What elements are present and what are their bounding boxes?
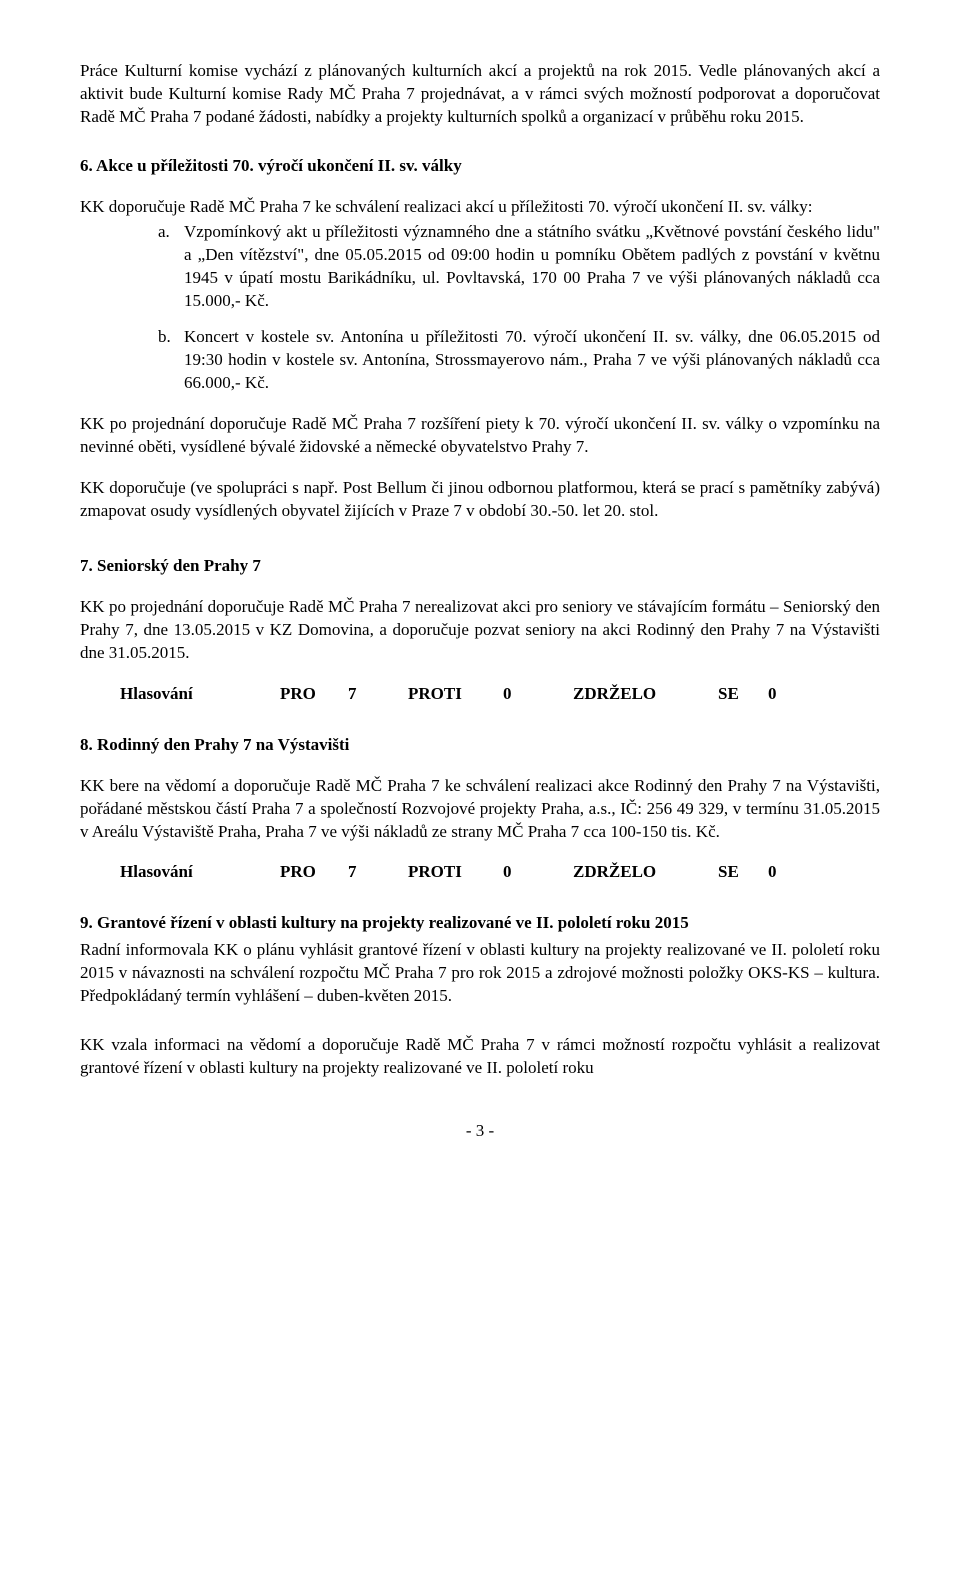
section-heading-8: 8. Rodinný den Prahy 7 na Výstavišti: [80, 734, 880, 757]
ordered-list: a.Vzpomínkový akt u příležitosti významn…: [80, 221, 880, 396]
list-marker: b.: [158, 326, 184, 395]
section-heading-7: 7. Seniorský den Prahy 7: [80, 555, 880, 578]
vote-pro-value: 7: [348, 683, 408, 706]
paragraph: KK doporučuje Radě MČ Praha 7 ke schvále…: [80, 196, 880, 219]
vote-pro-label: PRO: [280, 683, 348, 706]
vote-proti-value: 0: [503, 683, 573, 706]
vote-pro-label: PRO: [280, 861, 348, 884]
vote-proti-label: PROTI: [408, 683, 503, 706]
paragraph: KK vzala informaci na vědomí a doporučuj…: [80, 1034, 880, 1080]
vote-zdrzelo-label: ZDRŽELO: [573, 861, 718, 884]
vote-se-label: SE: [718, 861, 768, 884]
list-text: Koncert v kostele sv. Antonína u příleži…: [184, 326, 880, 395]
vote-zdrzelo-label: ZDRŽELO: [573, 683, 718, 706]
paragraph: KK doporučuje (ve spolupráci s např. Pos…: [80, 477, 880, 523]
paragraph: Práce Kulturní komise vychází z plánovan…: [80, 60, 880, 129]
page-number: - 3 -: [80, 1120, 880, 1143]
list-text: Vzpomínkový akt u příležitosti významnéh…: [184, 221, 880, 313]
paragraph: KK po projednání doporučuje Radě MČ Prah…: [80, 413, 880, 459]
section-heading-9: 9. Grantové řízení v oblasti kultury na …: [80, 912, 880, 935]
paragraph: Radní informovala KK o plánu vyhlásit gr…: [80, 939, 880, 1008]
list-item: b.Koncert v kostele sv. Antonína u příle…: [158, 326, 880, 395]
vote-label: Hlasování: [120, 683, 280, 706]
list-marker: a.: [158, 221, 184, 313]
paragraph: KK bere na vědomí a doporučuje Radě MČ P…: [80, 775, 880, 844]
vote-se-label: SE: [718, 683, 768, 706]
vote-proti-label: PROTI: [408, 861, 503, 884]
vote-pro-value: 7: [348, 861, 408, 884]
section-heading-6: 6. Akce u příležitosti 70. výročí ukonče…: [80, 155, 880, 178]
list-item: a.Vzpomínkový akt u příležitosti významn…: [158, 221, 880, 313]
vote-row: Hlasování PRO 7 PROTI 0 ZDRŽELO SE 0: [80, 861, 880, 884]
vote-zdrzelo-value: 0: [768, 861, 798, 884]
vote-label: Hlasování: [120, 861, 280, 884]
vote-row: Hlasování PRO 7 PROTI 0 ZDRŽELO SE 0: [80, 683, 880, 706]
paragraph: KK po projednání doporučuje Radě MČ Prah…: [80, 596, 880, 665]
vote-proti-value: 0: [503, 861, 573, 884]
vote-zdrzelo-value: 0: [768, 683, 798, 706]
